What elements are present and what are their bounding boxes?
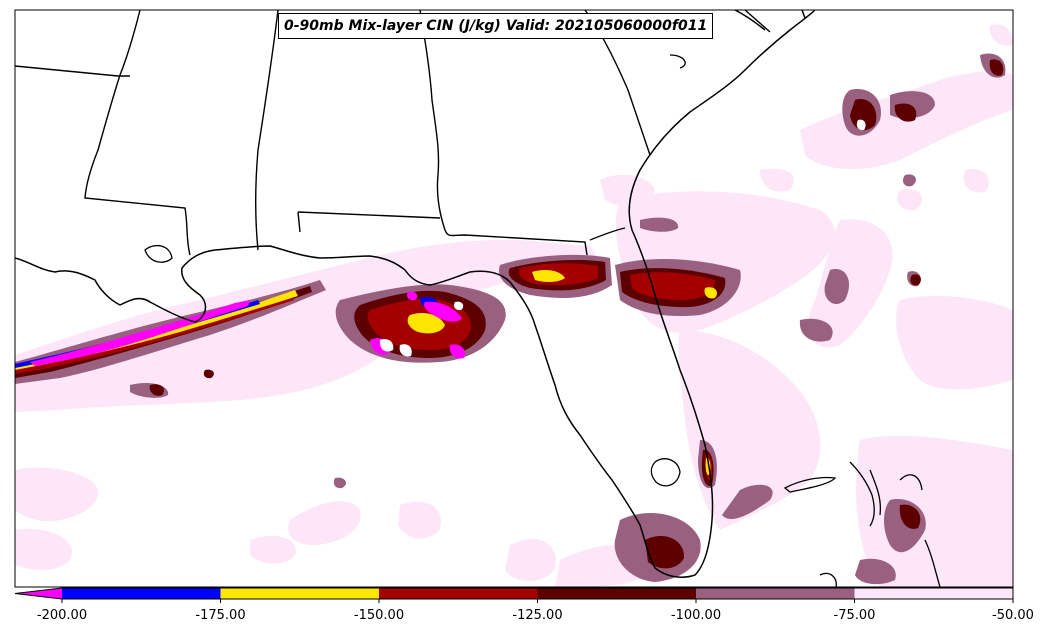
state-boundaries <box>15 10 771 256</box>
colorbar-outline <box>14 587 1014 600</box>
atlantic-fl-red <box>630 272 716 300</box>
colorbar-bin <box>537 588 696 599</box>
colorbar-tick-label: -50.00 <box>992 608 1034 623</box>
ga-offshore-mauve <box>640 217 679 232</box>
colorbar-bin <box>220 588 379 599</box>
atlantic-speck-3 <box>897 189 923 211</box>
atlantic-mauve-speck <box>902 174 916 187</box>
atlantic-speck-2 <box>963 169 989 193</box>
colorbar-bin <box>62 588 221 599</box>
colorbar-tick-label: -175.00 <box>195 608 246 623</box>
colorbar-bin <box>854 588 1013 599</box>
colorbar-ticks <box>61 599 1014 603</box>
lake-okeechobee <box>650 458 681 487</box>
colorbar-bin <box>379 588 538 599</box>
lake-pontchartrain <box>144 244 173 263</box>
mississippi-boundary <box>84 10 191 256</box>
colorbar-tick-label: -100.00 <box>670 608 722 623</box>
gulf-mauve-speck <box>333 477 346 489</box>
atlantic-maroon-speck <box>910 274 921 286</box>
sc-coast-stub <box>734 10 766 31</box>
bigbend-yellow <box>532 270 565 283</box>
nc-sc-boundary <box>744 10 771 33</box>
atlantic-light-4 <box>808 219 893 348</box>
bahamas-mauve-2 <box>855 558 896 585</box>
atlantic-mauve-5 <box>799 318 833 342</box>
lakes-and-islands <box>144 54 941 587</box>
ga-coast-speck <box>600 174 655 206</box>
atlantic-maroon-3 <box>989 59 1004 76</box>
central-gulf-patch-3 <box>398 501 441 539</box>
bahamas-maroon <box>899 504 921 529</box>
offshore-yellow-1 <box>407 313 445 334</box>
gulf-band-light <box>15 239 600 412</box>
offshore-magenta-4 <box>406 291 418 301</box>
colorbar-extend-triangle <box>15 588 62 599</box>
ga-fl-boundary <box>589 227 626 241</box>
gulf-and-atlantic-coastline <box>15 10 816 578</box>
coastlines <box>15 10 816 578</box>
offshore-magenta-1 <box>424 301 462 322</box>
ar-la-boundary <box>15 65 130 77</box>
offshore-magenta-3 <box>449 344 466 359</box>
ga-sound <box>669 54 686 69</box>
atlantic-speck-1 <box>760 168 794 192</box>
south-gulf-patch <box>505 538 556 582</box>
colorbar-bins <box>62 588 1013 599</box>
atlantic-light-5 <box>896 295 1013 390</box>
al-fl-boundary <box>297 211 441 219</box>
colorbar-tick-label: -75.00 <box>833 608 876 623</box>
central-gulf-patch <box>288 501 361 545</box>
sw-gulf-patch <box>15 467 99 522</box>
cin-white-holes <box>379 119 866 357</box>
gulf-maroon-speck-2 <box>203 369 214 379</box>
andros-island <box>924 539 941 587</box>
ms-al-boundary <box>255 10 279 251</box>
map-frame <box>14 9 1014 588</box>
abaco-island <box>849 461 875 527</box>
colorbar <box>14 587 1014 603</box>
colorbar-tick-label: -150.00 <box>353 608 405 623</box>
atlantic-yellow <box>704 287 717 299</box>
colorbar-tick-label: -125.00 <box>512 608 563 623</box>
gulf-band-magenta <box>30 300 250 366</box>
central-gulf-patch-2 <box>250 535 296 564</box>
atlantic-speck-4 <box>989 24 1013 46</box>
atlantic-maroon-1 <box>850 99 877 131</box>
gulf-maroon-speck <box>149 384 165 396</box>
sw-gulf-patch-2 <box>15 529 72 570</box>
colorbar-tick-label: -200.00 <box>36 608 88 623</box>
map-title: 0-90mb Mix-layer CIN (J/kg) Valid: 20210… <box>278 13 714 39</box>
atlantic-maroon-2 <box>894 103 917 122</box>
sw-fl-maroon <box>645 536 685 569</box>
atlantic-mauve-4 <box>824 269 850 305</box>
al-ga-boundary <box>419 10 588 256</box>
se-fl-mauve-streak <box>722 484 773 520</box>
colorbar-bin <box>696 588 855 599</box>
grand-bahama <box>783 476 837 493</box>
